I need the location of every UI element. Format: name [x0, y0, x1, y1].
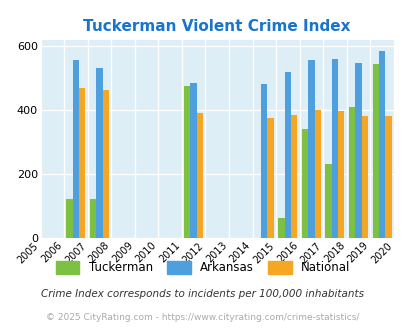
Legend: Tuckerman, Arkansas, National: Tuckerman, Arkansas, National [51, 257, 354, 279]
Bar [278, 218, 284, 238]
Bar [361, 115, 367, 238]
Bar [102, 90, 109, 238]
Bar [190, 83, 196, 238]
Bar [267, 118, 273, 238]
Bar [184, 86, 190, 238]
Bar [290, 115, 296, 238]
Bar [79, 87, 85, 238]
Title: Tuckerman Violent Crime Index: Tuckerman Violent Crime Index [83, 19, 350, 34]
Bar [66, 199, 72, 238]
Bar [307, 60, 314, 238]
Bar [337, 111, 343, 238]
Bar [325, 164, 331, 238]
Bar [72, 60, 79, 238]
Bar [331, 59, 337, 238]
Bar [301, 129, 307, 238]
Bar [372, 64, 378, 238]
Bar [384, 116, 390, 238]
Bar [348, 107, 354, 238]
Bar [96, 68, 102, 238]
Bar [90, 199, 96, 238]
Bar [314, 110, 320, 238]
Text: Crime Index corresponds to incidents per 100,000 inhabitants: Crime Index corresponds to incidents per… [41, 289, 364, 299]
Bar [284, 72, 290, 238]
Bar [260, 84, 267, 238]
Bar [354, 63, 361, 238]
Bar [196, 113, 202, 238]
Text: © 2025 CityRating.com - https://www.cityrating.com/crime-statistics/: © 2025 CityRating.com - https://www.city… [46, 313, 359, 322]
Bar [378, 51, 384, 238]
